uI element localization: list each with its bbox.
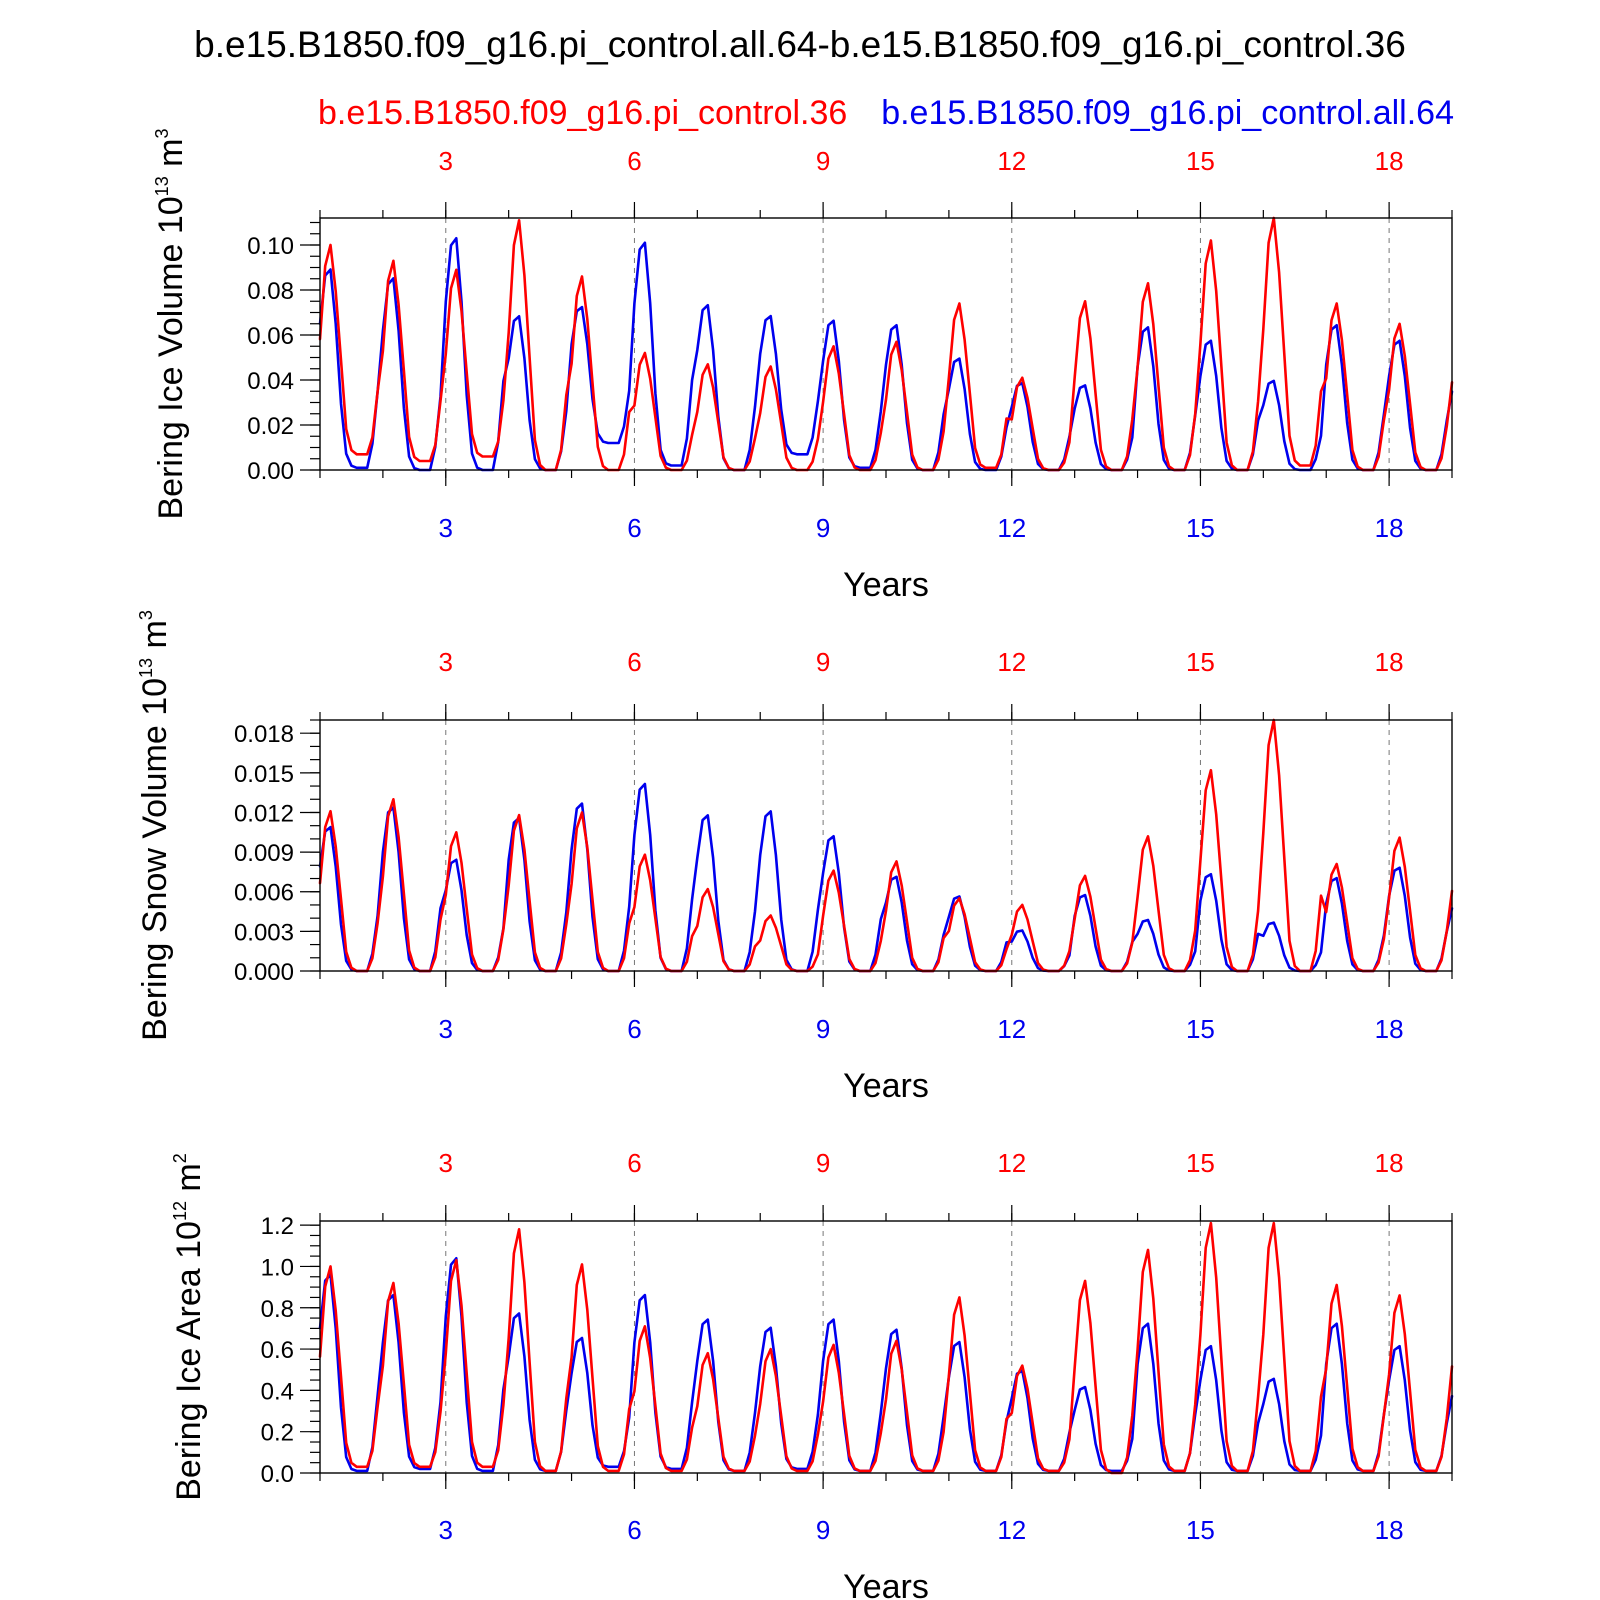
y-axis-label-text: Bering Ice Volume 10 — [152, 196, 190, 519]
y-tick-label: 0.018 — [234, 721, 294, 748]
y-tick-label: 0.000 — [234, 959, 294, 986]
y-tick-label: 0.0 — [261, 1461, 294, 1488]
y-tick-label: 0.04 — [247, 368, 294, 395]
panel-ice-area: 0.0 0.2 0.4 0.6 0.8 1.0 1.2 3 3 6 6 9 9 12 12 15 15 18 18 Y… — [170, 1148, 1454, 1600]
x-top-tick-label: 6 — [627, 647, 641, 677]
x-bottom-tick-label: 6 — [627, 1014, 641, 1044]
x-top-tick-label: 18 — [1375, 1148, 1404, 1178]
x-bottom-tick-label: 9 — [816, 1515, 830, 1545]
legend-red-label: b.e15.B1850.f09_g16.pi_control.36 — [318, 94, 847, 132]
y-axis-label-unit: m — [136, 620, 174, 658]
legend-blue-label: b.e15.B1850.f09_g16.pi_control.all.64 — [881, 94, 1454, 132]
x-top-tick-label: 3 — [439, 146, 453, 176]
y-tick-label: 0.00 — [247, 458, 294, 485]
y-tick-label: 1.2 — [261, 1213, 294, 1240]
x-bottom-tick-label: 3 — [439, 1515, 453, 1545]
y-axis-label: Bering Ice Area 1012 m2 — [170, 1153, 208, 1501]
x-top-tick-label: 6 — [627, 146, 641, 176]
x-top-tick-label: 15 — [1186, 1148, 1215, 1178]
series-line-blue — [318, 1257, 1454, 1473]
series-line-red — [318, 216, 1454, 472]
series-line-red — [318, 1221, 1454, 1475]
y-tick-label: 0.8 — [261, 1296, 294, 1323]
x-bottom-tick-label: 15 — [1186, 1515, 1215, 1545]
y-axis-label-exponent: 13 — [136, 658, 156, 678]
y-axis-label-text: Bering Snow Volume 10 — [136, 678, 174, 1041]
x-top-tick-label: 9 — [816, 146, 830, 176]
y-tick-label: 0.006 — [234, 880, 294, 907]
x-bottom-tick-label: 12 — [997, 1515, 1026, 1545]
x-top-tick-label: 18 — [1375, 146, 1404, 176]
x-bottom-tick-label: 15 — [1186, 1014, 1215, 1044]
y-axis-label-exponent: 12 — [170, 1201, 190, 1221]
x-top-tick-label: 9 — [816, 1148, 830, 1178]
y-axis-label-unit: m — [170, 1163, 208, 1201]
plot-frame — [319, 719, 1453, 972]
x-bottom-tick-label: 9 — [816, 1014, 830, 1044]
x-bottom-tick-label: 3 — [439, 513, 453, 543]
y-axis-label-exponent: 13 — [152, 176, 172, 196]
x-bottom-tick-label: 12 — [997, 513, 1026, 543]
y-tick-label: 0.6 — [261, 1337, 294, 1364]
y-tick-label: 0.009 — [234, 840, 294, 867]
y-axis-label: Bering Snow Volume 1013 m3 — [136, 610, 174, 1041]
x-bottom-tick-label: 6 — [627, 1515, 641, 1545]
x-top-tick-label: 15 — [1186, 146, 1215, 176]
y-tick-label: 0.06 — [247, 323, 294, 350]
x-axis-label: Years — [843, 1568, 929, 1600]
y-tick-label: 0.08 — [247, 278, 294, 305]
y-axis-label-unit-exponent: 3 — [136, 610, 156, 620]
x-top-tick-label: 6 — [627, 1148, 641, 1178]
y-axis-label-text: Bering Ice Area 10 — [170, 1221, 208, 1501]
figure-title: b.e15.B1850.f09_g16.pi_control.all.64-b.… — [194, 24, 1406, 65]
y-tick-label: 0.4 — [261, 1378, 294, 1405]
x-bottom-tick-label: 18 — [1375, 513, 1404, 543]
x-top-tick-label: 15 — [1186, 647, 1215, 677]
series-line-red — [318, 718, 1454, 973]
y-tick-label: 0.015 — [234, 761, 294, 788]
x-top-tick-label: 12 — [997, 647, 1026, 677]
series-line-blue — [318, 237, 1454, 472]
y-axis-label: Bering Ice Volume 1013 m3 — [152, 128, 190, 519]
x-top-tick-label: 12 — [997, 146, 1026, 176]
x-bottom-tick-label: 18 — [1375, 1515, 1404, 1545]
x-bottom-tick-label: 18 — [1375, 1014, 1404, 1044]
x-top-tick-label: 18 — [1375, 647, 1404, 677]
x-bottom-tick-label: 9 — [816, 513, 830, 543]
panels: 0.000.020.040.060.080.103366991212151518… — [136, 128, 1454, 1600]
x-top-tick-label: 3 — [439, 1148, 453, 1178]
x-bottom-tick-label: 6 — [627, 513, 641, 543]
x-bottom-tick-label: 12 — [997, 1014, 1026, 1044]
y-axis-label-unit: m — [152, 139, 190, 177]
x-axis-label: Years — [843, 1067, 929, 1105]
x-bottom-tick-label: 3 — [439, 1014, 453, 1044]
y-tick-label: 1.0 — [261, 1254, 294, 1281]
x-bottom-tick-label: 15 — [1186, 513, 1215, 543]
y-tick-label: 0.003 — [234, 919, 294, 946]
y-tick-label: 0.10 — [247, 233, 294, 260]
y-tick-label: 0.2 — [261, 1420, 294, 1447]
panel-snow-volume: 0.000 0.003 0.006 0.009 0.012 0.015 0.018 3 3 6 6 9… — [136, 610, 1454, 1105]
x-axis-label: Years — [843, 566, 929, 604]
y-tick-label: 0.02 — [247, 413, 294, 440]
x-top-tick-label: 3 — [439, 647, 453, 677]
y-axis-label-unit-exponent: 2 — [170, 1153, 190, 1163]
y-axis-label-unit-exponent: 3 — [152, 128, 172, 138]
x-top-tick-label: 9 — [816, 647, 830, 677]
panel-ice-volume: 0.00 0.02 0.04 0.06 0.08 0.10 3 3 6 6 9 9 12 12 15 15 18… — [152, 128, 1454, 604]
x-top-tick-label: 12 — [997, 1148, 1026, 1178]
y-tick-label: 0.012 — [234, 800, 294, 827]
